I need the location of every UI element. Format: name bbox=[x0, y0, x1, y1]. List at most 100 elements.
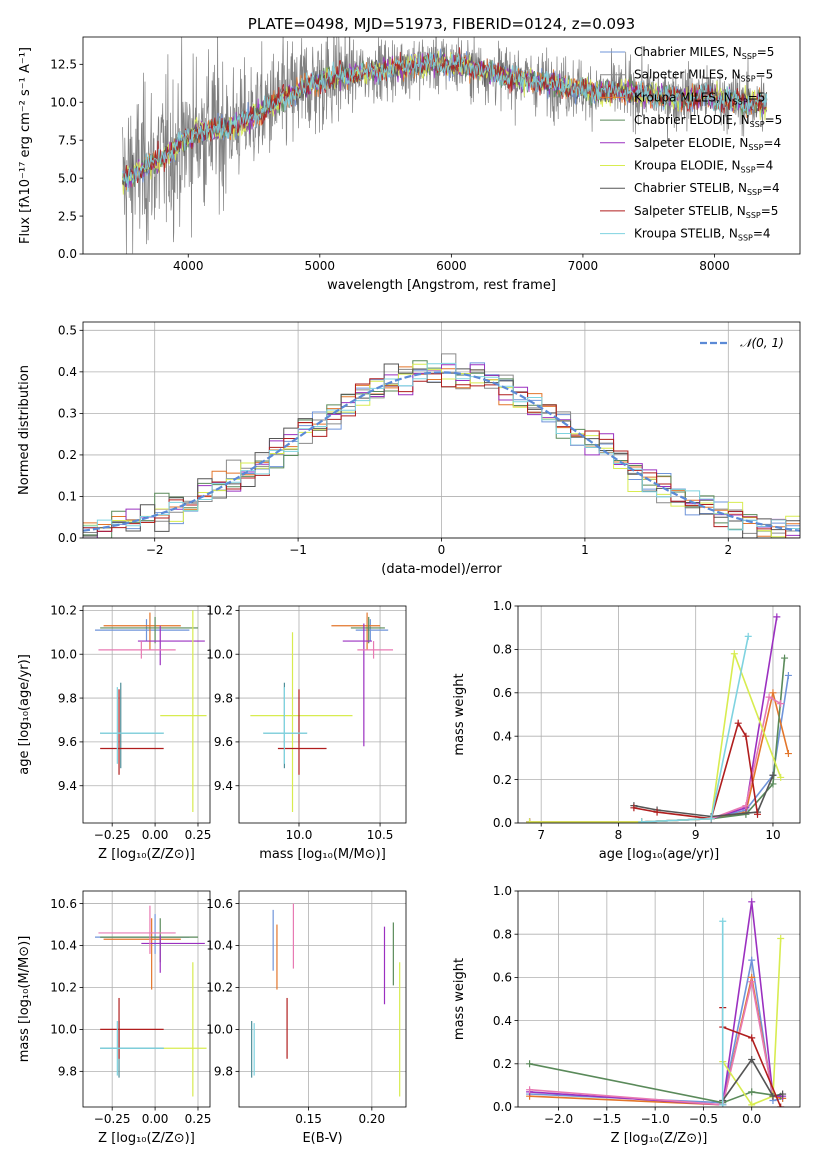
legend-entry: Kroupa ELODIE, NSSP=4 bbox=[634, 159, 773, 175]
mass-weight-point bbox=[742, 802, 750, 810]
y-tick-label: 10.6 bbox=[206, 897, 233, 911]
panel-weight-vs-Z: −2.0 −1.5 −1.0 −0.5 0.0 0.0 0.2 0.4 0.6 0.8 1.0 Z [… bbox=[452, 884, 801, 1146]
mass-weight-point bbox=[777, 935, 785, 943]
mass-weight-point bbox=[748, 978, 756, 986]
mass-weight-point bbox=[734, 719, 742, 727]
y-tick-label: 0.4 bbox=[58, 365, 77, 379]
y-tick-label: 0.2 bbox=[493, 1057, 512, 1071]
mass-weight-line bbox=[722, 1058, 783, 1101]
x-axis-label: wavelength [Angstrom, rest frame] bbox=[327, 278, 556, 293]
mass-weight-point bbox=[769, 1092, 777, 1100]
plot-area bbox=[95, 905, 207, 1097]
legend-prefix: Salpeter STELIB, N bbox=[634, 204, 746, 218]
mass-weight-point bbox=[742, 732, 750, 740]
mass-weight-point bbox=[630, 804, 638, 812]
model-spectrum-line bbox=[122, 53, 768, 191]
legend-prefix: Kroupa MILES, N bbox=[634, 90, 733, 104]
mass-weight-line bbox=[722, 938, 782, 1106]
y-tick-label: 5.0 bbox=[58, 171, 77, 185]
plot-area bbox=[83, 353, 800, 538]
residual-histogram bbox=[83, 362, 800, 531]
plot-area bbox=[251, 903, 401, 1097]
y-axis-label: Flux [fλ10⁻¹⁷ erg cm⁻² s⁻¹ A⁻¹] bbox=[18, 47, 33, 244]
legend-prefix: Chabrier STELIB, N bbox=[634, 181, 747, 195]
mass-weight-line bbox=[633, 721, 759, 820]
panel-mass-vs-ebv: 0.15 0.20 9.8 10.0 10.2 10.4 10.6 E(B-V) bbox=[206, 890, 407, 1146]
legend-suffix: =5 bbox=[756, 68, 774, 82]
axes-frame bbox=[238, 605, 407, 824]
x-tick-label: 4000 bbox=[173, 259, 204, 273]
x-tick-label: 0.15 bbox=[295, 1112, 322, 1126]
y-tick-label: 10.0 bbox=[206, 647, 233, 661]
mass-weight-point bbox=[754, 810, 762, 818]
legend-suffix: =5 bbox=[761, 204, 779, 218]
y-tick-label: 0.0 bbox=[493, 1100, 512, 1114]
legend-entry: Chabrier ELODIE, NSSP=5 bbox=[634, 113, 782, 129]
legend-prefix: Salpeter MILES, N bbox=[634, 68, 741, 82]
mass-weight-point bbox=[769, 780, 777, 788]
y-tick-label: 0.2 bbox=[493, 773, 512, 787]
y-tick-label: 9.8 bbox=[58, 1065, 77, 1079]
x-tick-label: 0.0 bbox=[742, 1112, 761, 1126]
mass-weight-line bbox=[529, 981, 774, 1106]
x-tick-label: 10.5 bbox=[367, 828, 394, 842]
x-tick-label: −1.5 bbox=[592, 1112, 621, 1126]
y-tick-label: 10.0 bbox=[206, 1023, 233, 1037]
axes-frame bbox=[82, 605, 211, 824]
legend-prefix: Kroupa STELIB, N bbox=[634, 227, 738, 241]
plot-area bbox=[250, 612, 394, 813]
x-tick-label: −2 bbox=[146, 543, 164, 557]
mass-weight-point bbox=[748, 1034, 756, 1042]
y-tick-label: 10.0 bbox=[50, 1023, 77, 1037]
x-tick-label: 5000 bbox=[305, 259, 336, 273]
y-tick-label: 12.5 bbox=[50, 58, 77, 72]
y-tick-label: 9.8 bbox=[214, 1065, 233, 1079]
gaussian-curve bbox=[83, 371, 800, 532]
x-tick-label: 0.20 bbox=[358, 1112, 385, 1126]
axes-frame bbox=[517, 605, 801, 824]
y-tick-label: 10.4 bbox=[206, 939, 233, 953]
x-tick-label: 0.25 bbox=[185, 828, 212, 842]
y-tick-label: 0.6 bbox=[493, 971, 512, 985]
legend-subscript: SSP bbox=[742, 52, 757, 61]
chart-title: PLATE=0498, MJD=51973, FIBERID=0124, z=0… bbox=[248, 15, 635, 33]
mass-weight-point bbox=[748, 898, 756, 906]
x-axis-label: Z [log₁₀(Z/Z⊙)] bbox=[98, 847, 195, 862]
mass-weight-point bbox=[719, 917, 727, 925]
legend-entry: Salpeter MILES, NSSP=5 bbox=[634, 68, 773, 84]
y-tick-label: 0.4 bbox=[493, 729, 512, 743]
x-tick-label: −0.25 bbox=[94, 828, 131, 842]
y-tick-label: 1.0 bbox=[493, 599, 512, 613]
y-tick-label: 0.6 bbox=[493, 686, 512, 700]
legend-prefix: Kroupa ELODIE, N bbox=[634, 159, 741, 173]
residual-histogram bbox=[83, 373, 800, 538]
mass-weight-point bbox=[526, 1086, 534, 1094]
x-axis-label: age [log₁₀(age/yr)] bbox=[599, 847, 720, 862]
panel-mass-vs-Z: −0.25 0.00 0.25 9.8 10.0 10.2 10.4 10.6 Z [log₁₀… bbox=[17, 890, 211, 1146]
y-tick-label: 0.0 bbox=[493, 816, 512, 830]
legend-entry: Salpeter ELODIE, NSSP=4 bbox=[634, 136, 781, 152]
panel-weight-vs-age: 7 8 9 10 0.0 0.2 0.4 0.6 0.8 1.0 age [log₁₀(age/yr… bbox=[452, 599, 801, 862]
x-axis-label: Z [log₁₀(Z/Z⊙)] bbox=[98, 1131, 195, 1146]
x-tick-label: 0.00 bbox=[142, 1112, 169, 1126]
x-tick-label: 9 bbox=[692, 828, 700, 842]
y-tick-label: 9.4 bbox=[214, 779, 233, 793]
y-axis-label: age [log₁₀(age/yr)] bbox=[17, 654, 32, 775]
mass-weight-point bbox=[773, 613, 781, 621]
legend-subscript: SSP bbox=[741, 75, 756, 84]
y-tick-label: 0.3 bbox=[58, 407, 77, 421]
y-axis-label: mass [log₁₀(M/M⊙)] bbox=[17, 936, 32, 1063]
x-tick-label: 7000 bbox=[568, 259, 599, 273]
legend-entry: Kroupa STELIB, NSSP=4 bbox=[634, 227, 771, 243]
plot-area bbox=[526, 898, 787, 1107]
y-tick-label: 10.6 bbox=[50, 897, 77, 911]
y-tick-label: 9.4 bbox=[58, 779, 77, 793]
x-tick-label: 1 bbox=[581, 543, 589, 557]
mass-weight-point bbox=[653, 808, 661, 816]
model-spectrum-line bbox=[122, 50, 768, 195]
mass-weight-point bbox=[638, 818, 646, 823]
x-tick-label: −0.25 bbox=[94, 1112, 131, 1126]
